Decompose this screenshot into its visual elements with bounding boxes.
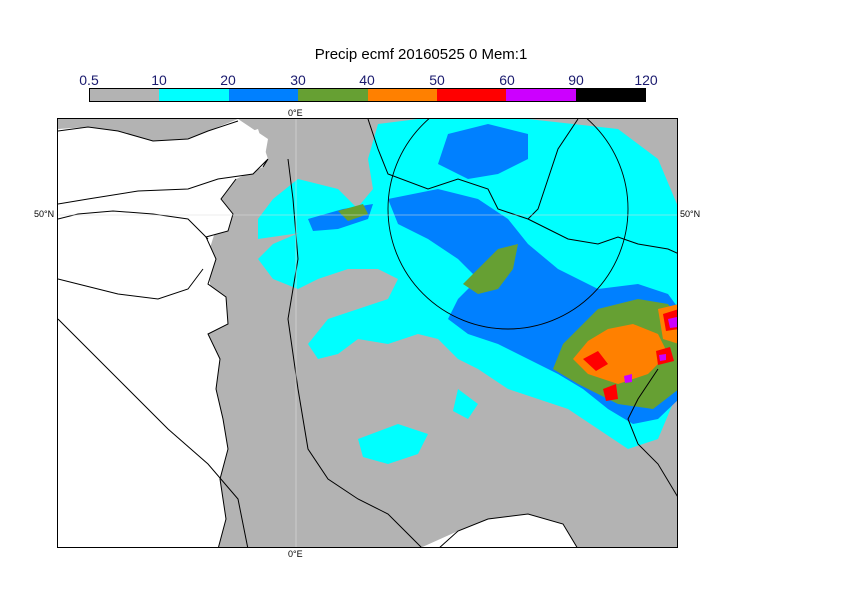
colorbar-swatch	[298, 89, 368, 101]
country-borders	[367, 119, 677, 547]
colorbar	[89, 88, 646, 102]
colorbar-tick-label: 120	[634, 72, 658, 88]
colorbar-swatch	[367, 89, 437, 101]
map-title: Precip ecmf 20160525 0 Mem:1	[314, 46, 528, 63]
precip-30-40-c	[338, 204, 368, 221]
precip-50-60	[583, 351, 608, 371]
land-brittany-peninsula	[58, 211, 208, 299]
precip-20-30	[438, 124, 528, 179]
colorbar-swatch	[506, 89, 576, 101]
colorbar-swatch	[228, 89, 299, 101]
map-canvas	[58, 119, 677, 547]
colorbar-tick-label: 0.5	[79, 72, 99, 88]
colorbar-swatch	[575, 89, 645, 101]
colorbar-swatch	[436, 89, 507, 101]
outline-paths	[58, 119, 629, 547]
colorbar-tick-label: 50	[429, 72, 445, 88]
colorbar-swatch	[159, 89, 229, 101]
lon-label-top: 0°E	[288, 108, 303, 118]
precip-60-90-b	[624, 374, 632, 383]
colorbar-tick-label: 10	[151, 72, 167, 88]
precip-60-90	[668, 317, 677, 328]
map-panel	[57, 118, 678, 548]
graticule	[58, 119, 677, 547]
colorbar-tick-label: 90	[568, 72, 584, 88]
english-channel	[58, 129, 268, 204]
precip-50-60-c	[603, 384, 618, 401]
land-england	[58, 119, 238, 141]
colorbar-swatch	[90, 89, 160, 101]
precip-30-40	[463, 244, 518, 294]
colorbar-tick-label: 60	[499, 72, 515, 88]
colorbar-tick-label: 30	[290, 72, 306, 88]
precip-10-20-south2	[453, 389, 478, 419]
lat-label-left: 50°N	[34, 209, 55, 219]
precip-60-90-c	[659, 354, 666, 361]
colorbar-labels: 0.5 10 20 30 40 50 60 90 120	[0, 72, 842, 88]
lon-label-bottom: 0°E	[288, 549, 303, 559]
lat-label-right: 50°N	[680, 209, 701, 219]
coastlines	[58, 120, 269, 547]
precip-10-20-south	[358, 424, 428, 464]
colorbar-tick-label: 40	[359, 72, 375, 88]
colorbar-tick-label: 20	[220, 72, 236, 88]
